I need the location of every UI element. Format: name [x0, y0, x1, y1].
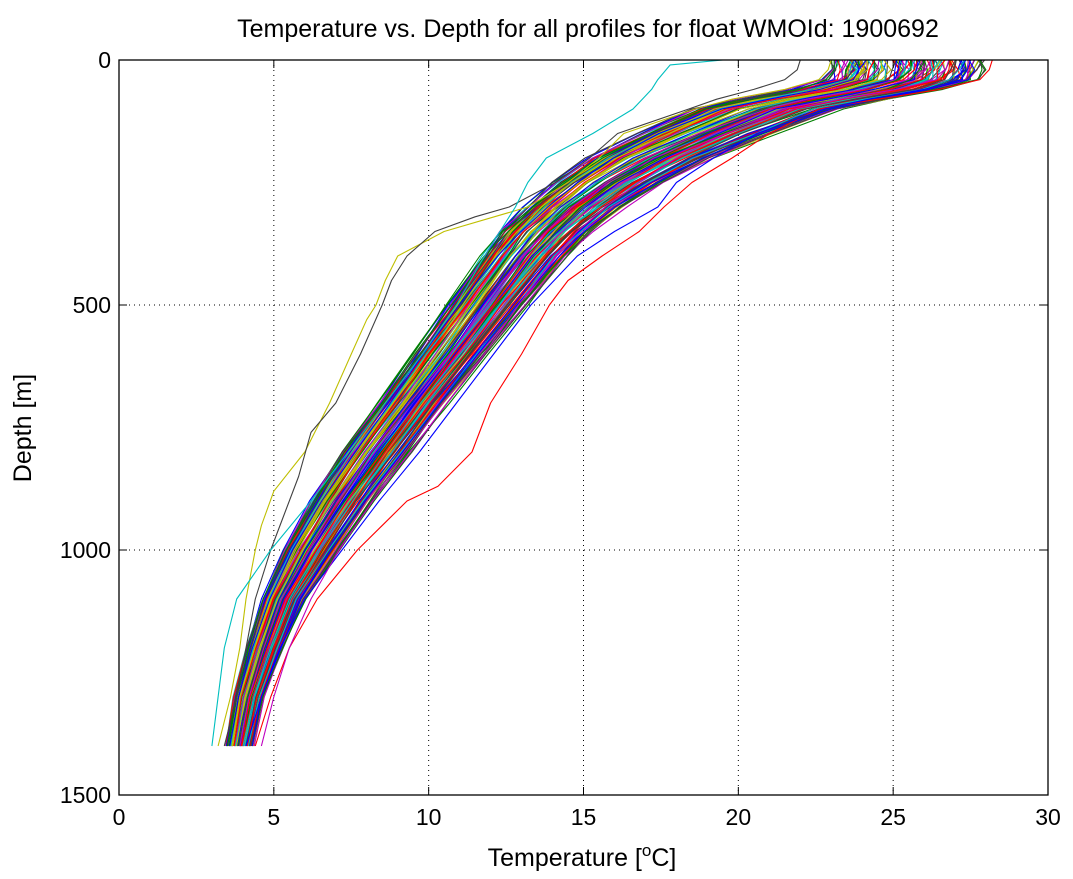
y-tick-label: 500	[73, 292, 111, 318]
profile-line	[245, 60, 972, 747]
profile-line	[254, 60, 993, 747]
profile-line	[235, 60, 883, 747]
profile-line	[217, 60, 832, 747]
profile-line	[251, 60, 976, 747]
x-tick-label: 5	[267, 804, 280, 830]
x-tick-label: 30	[1035, 804, 1061, 830]
profile-line	[245, 60, 957, 747]
y-tick-label: 0	[98, 47, 111, 73]
profile-line	[246, 60, 946, 747]
x-tick-labels: 0 5 10 15 20 25 30	[113, 804, 1061, 830]
profile-line	[240, 60, 918, 747]
x-tick-label: 25	[880, 804, 906, 830]
profile-line	[230, 60, 860, 747]
x-axis-label-end: C]	[651, 844, 676, 872]
axis-ticks	[118, 59, 1049, 796]
y-tick-label: 1500	[60, 782, 111, 808]
y-tick-label: 1000	[60, 537, 111, 563]
profile-lines	[211, 60, 993, 747]
x-tick-label: 0	[113, 804, 126, 830]
y-axis-label: Depth [m]	[9, 374, 37, 482]
profile-line	[226, 60, 835, 747]
x-tick-label: 20	[726, 804, 752, 830]
x-tick-label: 15	[571, 804, 597, 830]
x-axis-label: Temperature [oC]	[488, 841, 677, 872]
x-axis-label-main: Temperature [	[488, 844, 642, 872]
profile-line	[211, 60, 723, 747]
x-axis-label-superscript: o	[642, 841, 651, 860]
profile-line	[230, 60, 857, 747]
profile-line	[233, 60, 876, 747]
profile-line	[239, 60, 904, 747]
profile-line	[229, 60, 867, 747]
profile-line	[260, 60, 950, 747]
y-tick-labels: 0 500 1000 1500	[60, 47, 111, 808]
profile-line	[236, 60, 898, 747]
x-tick-label: 10	[416, 804, 442, 830]
chart-title: Temperature vs. Depth for all profiles f…	[237, 15, 939, 43]
